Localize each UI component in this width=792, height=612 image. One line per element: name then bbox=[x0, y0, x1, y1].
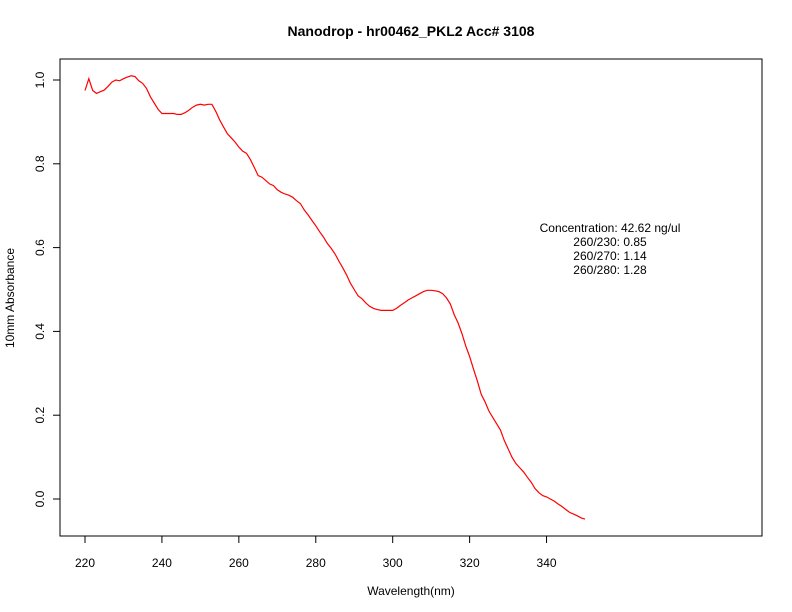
annotation-260-270: 260/270: 1.14 bbox=[573, 249, 647, 263]
x-tick-label: 300 bbox=[383, 556, 403, 570]
x-tick-label: 340 bbox=[537, 556, 557, 570]
y-axis: 0.0 0.2 0.4 0.6 0.8 1.0 bbox=[33, 71, 61, 507]
x-tick-label: 240 bbox=[152, 556, 172, 570]
x-tick-label: 280 bbox=[306, 556, 326, 570]
absorbance-series-line bbox=[84, 75, 586, 520]
y-tick-label: 0.6 bbox=[33, 239, 47, 256]
annotation-260-230: 260/230: 0.85 bbox=[573, 235, 647, 249]
annotation-concentration: Concentration: 42.62 ng/ul bbox=[540, 221, 681, 235]
y-axis-label: 10mm Absorbance bbox=[3, 248, 17, 348]
annotation-260-280: 260/280: 1.28 bbox=[573, 263, 647, 277]
y-tick-label: 1.0 bbox=[33, 71, 47, 88]
x-tick-label: 320 bbox=[460, 556, 480, 570]
x-axis: 220 240 260 280 300 320 340 bbox=[75, 535, 557, 570]
y-tick-label: 0.4 bbox=[33, 323, 47, 340]
y-tick-label: 0.0 bbox=[33, 490, 47, 507]
plot-frame bbox=[59, 58, 763, 537]
x-tick-label: 220 bbox=[75, 556, 95, 570]
y-tick-label: 0.2 bbox=[33, 407, 47, 424]
chart-title: Nanodrop - hr00462_PKL2 Acc# 3108 bbox=[288, 23, 535, 39]
y-tick-label: 0.8 bbox=[33, 155, 47, 172]
x-tick-label: 260 bbox=[229, 556, 249, 570]
x-axis-label: Wavelength(nm) bbox=[367, 584, 455, 598]
